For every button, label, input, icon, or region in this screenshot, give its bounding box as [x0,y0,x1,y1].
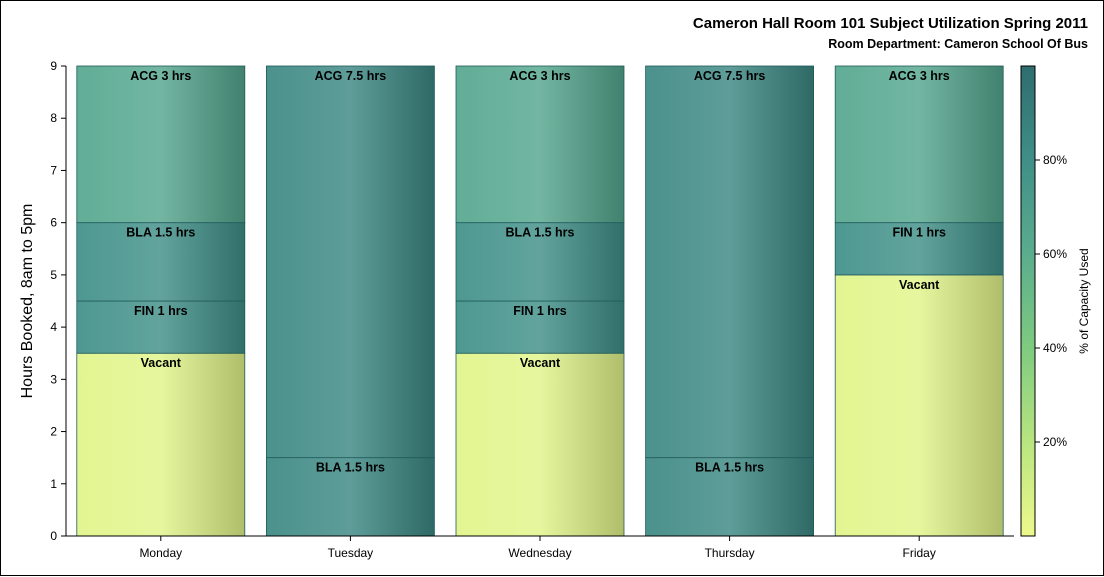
y-tick-label: 5 [50,268,57,282]
x-tick-label: Wednesday [508,546,571,560]
segment-label: BLA 1.5 hrs [126,226,195,240]
bar-segment [834,65,1004,224]
y-tick-label: 2 [50,425,57,439]
bar-segment [455,300,625,354]
colorbar: 20% 40% 60% 80% [1020,65,1067,537]
segment-label: ACG 3 hrs [889,69,950,83]
segment-label: ACG 3 hrs [130,69,191,83]
y-tick-label: 9 [50,59,57,73]
bar-segment [76,352,246,537]
chart-subtitle: Room Department: Cameron School Of Bus [828,37,1088,51]
segment-label: Vacant [141,356,182,370]
bar-segment [76,65,246,224]
bar-segment [265,65,435,459]
x-tick-label: Friday [903,546,936,560]
colorbar-tick-label: 60% [1043,247,1067,261]
plot-area: Vacant FIN 1 hrs BLA 1.5 hrs ACG 3 hrs BLA 1… [50,59,1014,560]
segment-label: BLA 1.5 hrs [316,461,385,475]
colorbar-tick-label: 80% [1043,153,1067,167]
segment-label: FIN 1 hrs [513,304,567,318]
bar-segment [834,274,1004,537]
segment-label: Vacant [899,278,940,292]
segment-label: FIN 1 hrs [134,304,188,318]
colorbar-tick-label: 20% [1043,435,1067,449]
y-axis-label: Hours Booked, 8am to 5pm [19,204,36,399]
colorbar-tick-label: 40% [1043,341,1067,355]
chart-title: Cameron Hall Room 101 Subject Utilizatio… [693,15,1088,32]
y-tick-label: 8 [50,111,57,125]
y-tick-label: 0 [50,529,57,543]
y-tick-label: 7 [50,163,57,177]
segment-label: ACG 7.5 hrs [315,69,387,83]
bar-segment [76,300,246,354]
x-tick-label: Thursday [705,546,755,560]
segment-label: ACG 7.5 hrs [694,69,766,83]
y-tick-label: 1 [50,477,57,491]
bar-segment [455,352,625,537]
bar-segment [645,65,814,459]
bar-segment [455,65,625,224]
colorbar-ramp [1020,65,1036,537]
segment-label: Vacant [520,356,561,370]
bar-segment [265,457,435,537]
bar-segment [834,222,1004,276]
y-tick-label: 6 [50,216,57,230]
segment-label: BLA 1.5 hrs [695,461,764,475]
segment-label: BLA 1.5 hrs [505,226,574,240]
y-tick-label: 4 [50,320,57,334]
segment-label: ACG 3 hrs [509,69,570,83]
x-tick-label: Monday [139,546,182,560]
y-tick-label: 3 [50,372,57,386]
colorbar-label: % of Capacity Used [1077,248,1091,353]
x-tick-label: Tuesday [328,546,374,560]
segment-label: FIN 1 hrs [892,226,946,240]
bar-segment [455,222,625,302]
